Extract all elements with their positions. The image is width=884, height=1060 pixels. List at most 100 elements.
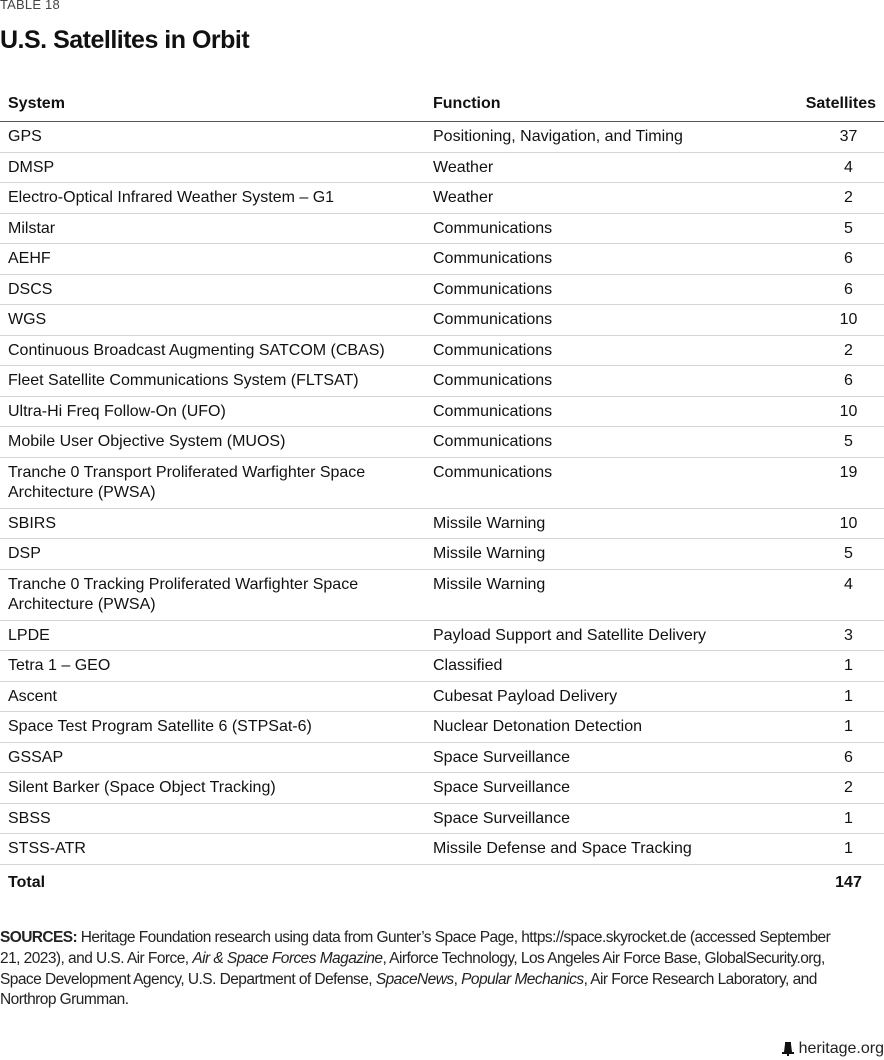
table-row: Ascent Cubesat Payload Delivery 1: [0, 681, 884, 712]
cell-system: GSSAP: [0, 742, 425, 773]
table-row: Silent Barker (Space Object Tracking) Spa…: [0, 772, 884, 804]
cell-satellites: 3: [781, 620, 884, 651]
table-row: Tranche 0 Tracking Proliferated Warfight…: [0, 569, 884, 621]
cell-satellites: 10: [781, 396, 884, 427]
cell-system: DSP: [0, 538, 425, 570]
table-row: Tetra 1 – GEO Classified 1: [0, 650, 884, 682]
sources-italic: SpaceNews: [375, 970, 454, 988]
cell-satellites: 1: [781, 650, 884, 682]
cell-function: Positioning, Navigation, and Timing: [425, 121, 781, 153]
cell-system: SBIRS: [0, 508, 425, 539]
cell-satellites: 37: [781, 121, 884, 153]
cell-function: Nuclear Detonation Detection: [425, 711, 781, 743]
cell-function: Weather: [425, 182, 781, 214]
sources-text: , Air Force Research Laboratory, and Nor…: [0, 970, 817, 1009]
cell-satellites: 5: [781, 213, 884, 244]
total-row: Total 147: [0, 863, 884, 897]
cell-satellites: 4: [781, 152, 884, 183]
cell-function: Classified: [425, 650, 781, 682]
total-spacer: [425, 863, 781, 897]
cell-function: Communications: [425, 457, 781, 509]
table-label: TABLE 18: [0, 0, 60, 12]
cell-function: Cubesat Payload Delivery: [425, 681, 781, 712]
cell-satellites: 6: [781, 243, 884, 275]
table-row: GPS Positioning, Navigation, and Timing 37: [0, 121, 884, 153]
liberty-bell-icon: [781, 1042, 794, 1056]
cell-satellites: 10: [781, 508, 884, 539]
sources-text: , Airforce Technology, Los Angeles Air F…: [0, 949, 825, 988]
table-header-row: System Function Satellites: [0, 88, 884, 122]
sources-text: Heritage Foundation research using data …: [0, 929, 831, 967]
cell-function: Communications: [425, 335, 781, 366]
table-row: Milstar Communications 5: [0, 213, 884, 244]
cell-function: Communications: [425, 396, 781, 427]
cell-function: Payload Support and Satellite Delivery: [425, 620, 781, 651]
footer-site: heritage.org: [798, 1040, 884, 1057]
cell-satellites: 2: [781, 772, 884, 804]
cell-system: Tranche 0 Transport Proliferated Warfigh…: [0, 457, 425, 509]
cell-system: Space Test Program Satellite 6 (STPSat-6…: [0, 711, 425, 743]
cell-satellites: 2: [781, 182, 884, 214]
cell-system: Electro-Optical Infrared Weather System …: [0, 182, 425, 214]
column-header-function: Function: [425, 88, 781, 122]
table-row: DSP Missile Warning 5: [0, 538, 884, 570]
column-header-system: System: [0, 88, 425, 122]
cell-function: Communications: [425, 213, 781, 244]
cell-system: DMSP: [0, 152, 425, 183]
cell-function: Missile Defense and Space Tracking: [425, 833, 781, 865]
cell-function: Space Surveillance: [425, 772, 781, 804]
cell-system: Fleet Satellite Communications System (F…: [0, 365, 425, 397]
table-row: SBIRS Missile Warning 10: [0, 508, 884, 539]
table-row: LPDE Payload Support and Satellite Delive…: [0, 620, 884, 651]
cell-function: Communications: [425, 274, 781, 305]
table-row: WGS Communications 10: [0, 304, 884, 336]
cell-function: Space Surveillance: [425, 742, 781, 773]
cell-function: Missile Warning: [425, 569, 781, 621]
sources-italic: Popular Mechanics: [461, 970, 584, 988]
cell-system: Milstar: [0, 213, 425, 244]
cell-satellites: 10: [781, 304, 884, 336]
cell-function: Communications: [425, 426, 781, 458]
cell-satellites: 1: [781, 803, 884, 834]
sources-italic: Air & Space Forces Magazine: [192, 949, 383, 967]
cell-satellites: 1: [781, 711, 884, 743]
cell-system: Mobile User Objective System (MUOS): [0, 426, 425, 458]
table-row: AEHF Communications 6: [0, 243, 884, 275]
cell-system: AEHF: [0, 243, 425, 275]
cell-function: Communications: [425, 365, 781, 397]
table-row: SBSS Space Surveillance 1: [0, 803, 884, 834]
cell-system: Silent Barker (Space Object Tracking): [0, 772, 425, 804]
cell-system: STSS-ATR: [0, 833, 425, 865]
sources-label: SOURCES:: [0, 929, 78, 946]
table-row: Tranche 0 Transport Proliferated Warfigh…: [0, 457, 884, 509]
table-row: Fleet Satellite Communications System (F…: [0, 365, 884, 397]
cell-satellites: 6: [781, 274, 884, 305]
cell-satellites: 1: [781, 833, 884, 865]
table-row: DMSP Weather 4: [0, 152, 884, 183]
cell-satellites: 6: [781, 742, 884, 773]
table-row: STSS-ATR Missile Defense and Space Tracki…: [0, 833, 884, 865]
total-satellites: 147: [781, 863, 884, 897]
cell-system: Tranche 0 Tracking Proliferated Warfight…: [0, 569, 425, 621]
table-row: GSSAP Space Surveillance 6: [0, 742, 884, 773]
cell-system: Tetra 1 – GEO: [0, 650, 425, 682]
cell-satellites: 19: [781, 457, 884, 509]
cell-function: Missile Warning: [425, 538, 781, 570]
cell-function: Space Surveillance: [425, 803, 781, 834]
cell-satellites: 6: [781, 365, 884, 397]
page-title: U.S. Satellites in Orbit: [0, 26, 250, 54]
cell-satellites: 2: [781, 335, 884, 366]
cell-satellites: 5: [781, 538, 884, 570]
table-row: DSCS Communications 6: [0, 274, 884, 305]
cell-system: WGS: [0, 304, 425, 336]
cell-system: GPS: [0, 121, 425, 153]
cell-satellites: 4: [781, 569, 884, 621]
cell-function: Weather: [425, 152, 781, 183]
table-row: Electro-Optical Infrared Weather System …: [0, 182, 884, 214]
cell-function: Communications: [425, 243, 781, 275]
cell-satellites: 5: [781, 426, 884, 458]
cell-system: DSCS: [0, 274, 425, 305]
table-row: Ultra-Hi Freq Follow-On (UFO) Communicati…: [0, 396, 884, 427]
table-row: Space Test Program Satellite 6 (STPSat-6…: [0, 711, 884, 743]
cell-satellites: 1: [781, 681, 884, 712]
